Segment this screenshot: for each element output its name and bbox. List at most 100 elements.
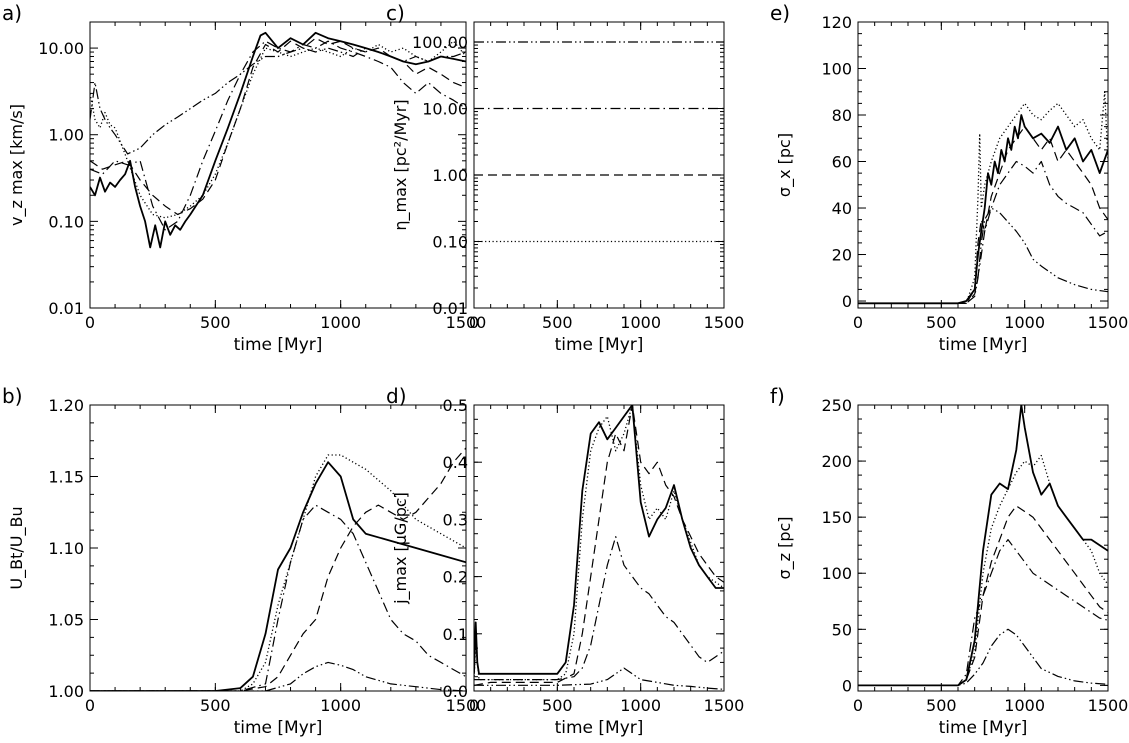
series-line-solid	[90, 461, 466, 691]
x-tick-label: 1500	[1088, 313, 1129, 332]
x-tick-label: 0	[853, 696, 863, 715]
series-line-dashdot	[858, 538, 1108, 687]
series-line-dashdotdot	[858, 628, 1108, 687]
panel-f: 0 500 1000 1500 0 50 100 150 200 250 f) time [Myr] σ…	[770, 384, 1128, 738]
y-axis-label: σ_z [pc]	[775, 516, 795, 579]
y-tick-label: 100	[821, 60, 852, 79]
x-tick-label: 500	[200, 313, 231, 332]
x-tick-label: 500	[542, 696, 573, 715]
y-tick-label: 0.5	[443, 396, 468, 415]
panel-label: c)	[386, 1, 405, 25]
x-tick-label: 0	[469, 696, 479, 715]
y-tick-label: 20	[832, 246, 852, 265]
y-tick-label: 80	[832, 106, 852, 125]
y-tick-label: 0.3	[443, 510, 468, 529]
panel-label: e)	[770, 1, 790, 25]
x-tick-label: 1500	[1088, 696, 1129, 715]
series-line-dashdot	[90, 40, 466, 231]
y-tick-label: 1.00	[48, 126, 84, 145]
y-axis-label: v_z max [km/s]	[7, 104, 27, 226]
y-tick-label: 0.1	[443, 625, 468, 644]
x-tick-label: 0	[469, 313, 479, 332]
y-tick-label: 0.2	[443, 568, 468, 587]
y-tick-label: 0.0	[443, 682, 468, 701]
series-line-dotted	[858, 91, 1108, 304]
x-tick-label: 1500	[446, 696, 487, 715]
series-line-dashdotdot	[90, 661, 466, 691]
x-axis-label: time [Myr]	[234, 335, 323, 355]
series-line-dashdot	[858, 160, 1108, 304]
x-tick-label: 1500	[704, 313, 745, 332]
series-line-dashed	[858, 505, 1108, 687]
series-line-solid	[858, 405, 1108, 687]
series-line-solid	[474, 405, 724, 675]
x-tick-label: 1000	[1004, 696, 1045, 715]
y-tick-label: 50	[832, 620, 852, 639]
x-tick-label: 500	[200, 696, 231, 715]
y-tick-label: 0.01	[48, 299, 84, 318]
panel-c: 0 500 1000 15000.010.101.0010.00100.00c)tim…	[386, 1, 744, 355]
y-tick-label: 0	[842, 676, 852, 695]
y-tick-label: 250	[821, 396, 852, 415]
plot-frame	[89, 21, 467, 309]
series-line-dashed	[90, 37, 466, 216]
x-tick-label: 0	[853, 313, 863, 332]
x-axis-label: time [Myr]	[555, 718, 644, 738]
y-tick-label: 1.00	[48, 682, 84, 701]
plot-frame	[857, 21, 1109, 309]
y-axis-label: η_max [pc²/Myr]	[391, 99, 411, 230]
series-line-dashdotdot	[474, 667, 724, 690]
x-axis-label: time [Myr]	[939, 718, 1028, 738]
x-tick-label: 1000	[620, 313, 661, 332]
x-axis-label: time [Myr]	[234, 718, 323, 738]
panel-label: b)	[2, 384, 23, 408]
y-tick-label: 1.05	[48, 611, 84, 630]
series-line-dotted	[474, 405, 724, 681]
y-tick-label: 100.00	[412, 33, 468, 52]
y-tick-label: 10.00	[38, 39, 84, 58]
y-tick-label: 150	[821, 508, 852, 527]
y-tick-label: 60	[832, 153, 852, 172]
x-tick-label: 1000	[320, 313, 361, 332]
series-line-dashdotdot	[858, 207, 1108, 304]
series-line-dashdot	[474, 535, 724, 681]
y-tick-label: 1.00	[432, 166, 468, 185]
y-axis-label: j_max [μG/pc]	[391, 492, 411, 605]
y-tick-label: 0.10	[48, 212, 84, 231]
x-tick-label: 500	[926, 313, 957, 332]
x-axis-label: time [Myr]	[555, 335, 644, 355]
x-tick-label: 1000	[1004, 313, 1045, 332]
series-line-dashed	[474, 405, 724, 686]
x-tick-label: 1000	[620, 696, 661, 715]
y-tick-label: 0.01	[432, 299, 468, 318]
series-line-dashdot	[90, 504, 466, 691]
panel-e: 0 500 1000 1500 0 20 40 60 80 100 120 e) time [Myr] σ…	[770, 1, 1128, 355]
panel-label: d)	[386, 384, 407, 408]
x-axis-label: time [Myr]	[939, 335, 1028, 355]
series-line-dotted	[90, 454, 466, 691]
y-axis-label: σ_x [pc]	[775, 133, 795, 197]
y-tick-label: 200	[821, 452, 852, 471]
y-tick-label: 0.4	[443, 453, 468, 472]
x-tick-label: 500	[926, 696, 957, 715]
y-axis-label: U_Bt/U_Bu	[7, 506, 27, 589]
plot-frame	[473, 404, 725, 692]
y-tick-label: 120	[821, 13, 852, 32]
x-tick-label: 500	[542, 313, 573, 332]
plot-frame	[857, 404, 1109, 692]
y-tick-label: 0	[842, 292, 852, 311]
plot-frame	[473, 21, 725, 309]
y-tick-label: 1.15	[48, 468, 84, 487]
x-tick-label: 1500	[446, 313, 487, 332]
y-tick-label: 0.10	[432, 233, 468, 252]
x-tick-label: 0	[85, 696, 95, 715]
panel-label: f)	[770, 384, 785, 408]
series-line-dashdotdot	[90, 47, 466, 155]
series-line-dotted	[858, 454, 1108, 687]
y-tick-label: 1.20	[48, 396, 84, 415]
y-tick-label: 10.00	[422, 100, 468, 119]
series-line-dotted	[90, 40, 466, 219]
